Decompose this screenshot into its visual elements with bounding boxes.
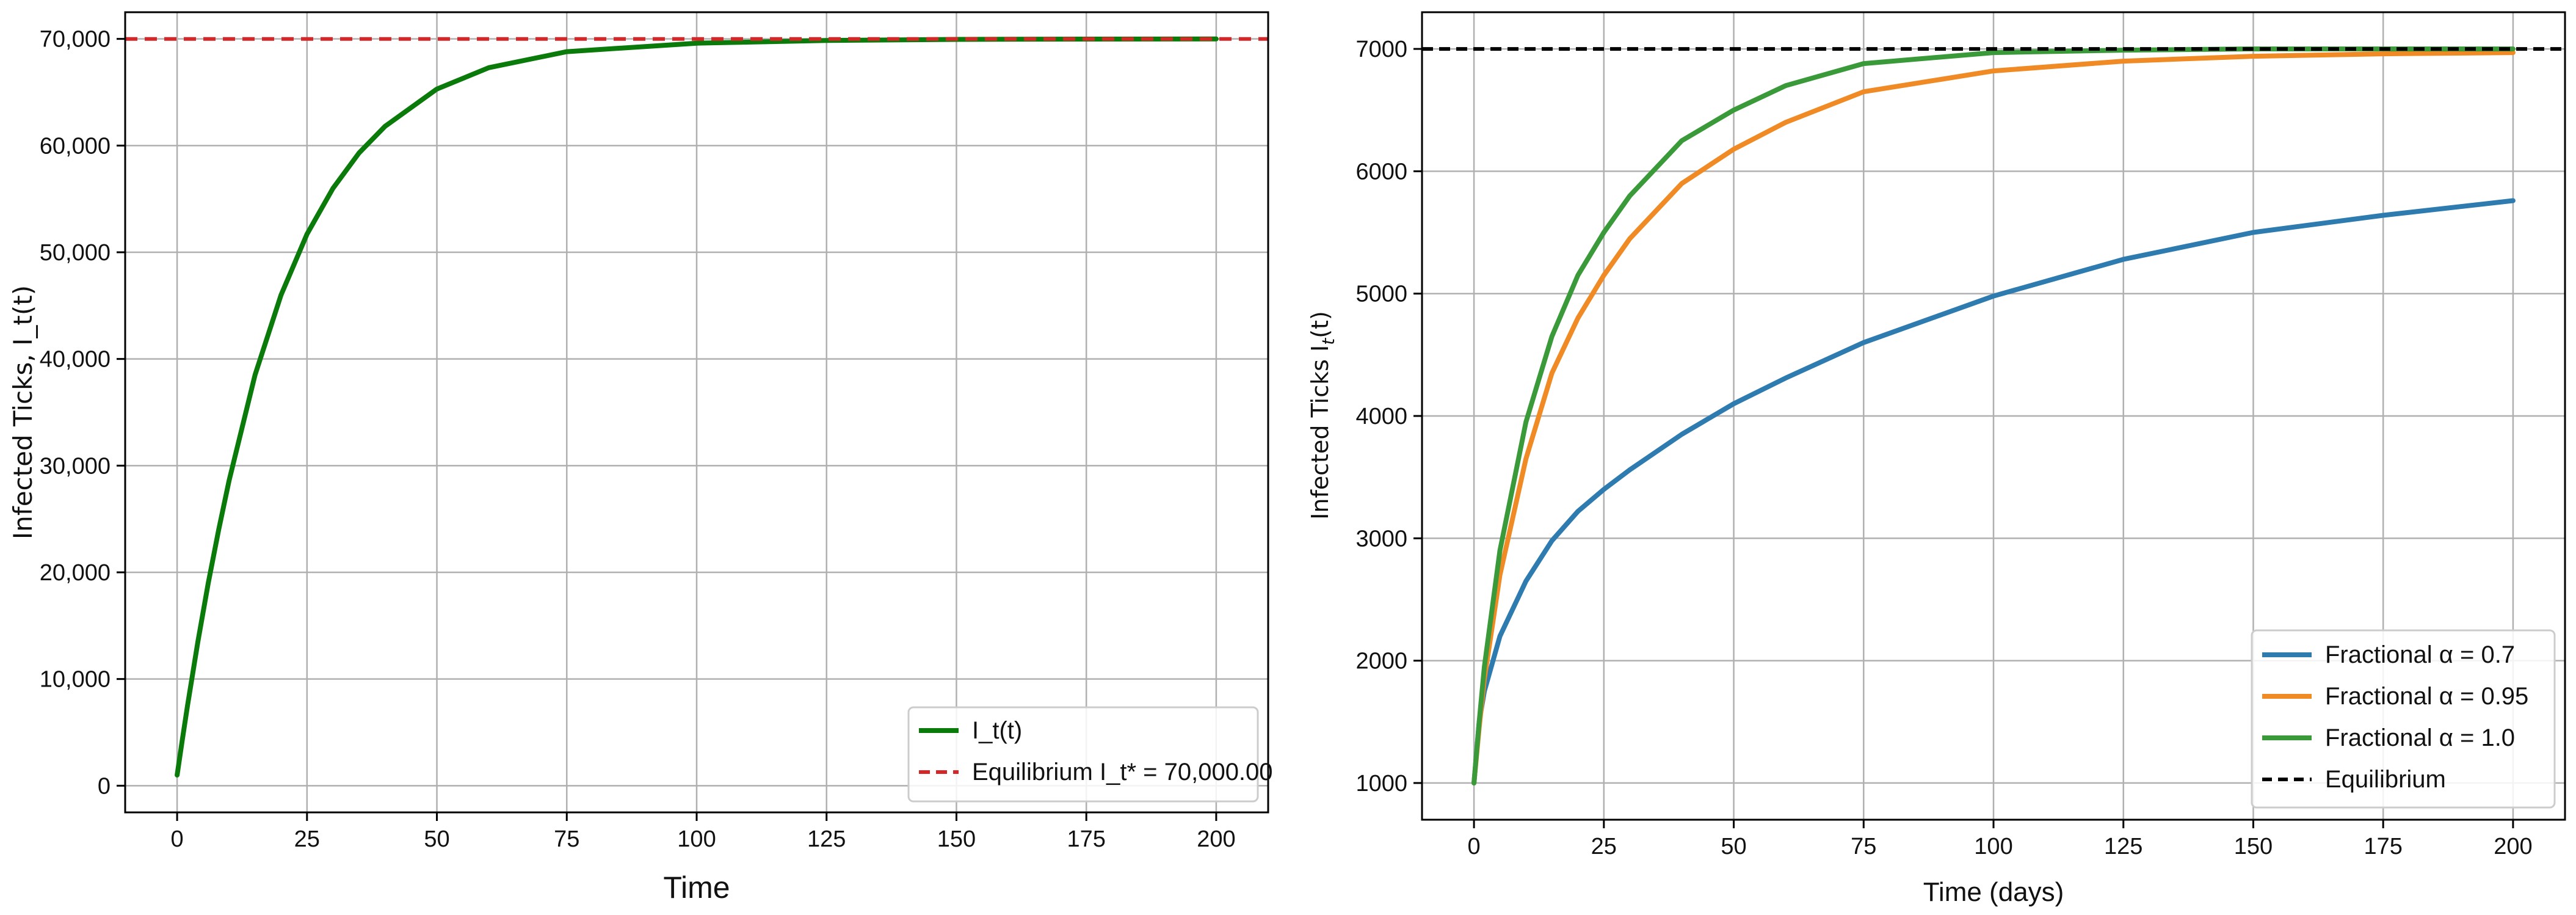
x-tick-label-right: 50: [1721, 834, 1746, 859]
x-tick-label-right: 75: [1851, 834, 1876, 859]
y-tick-label-left: 10,000: [40, 667, 111, 693]
legend-label-right-2: Fractional α = 1.0: [2325, 724, 2515, 751]
x-axis-title-right: Time (days): [1923, 877, 2064, 907]
series-line-left-0: [175, 36, 1219, 778]
x-tick-label-right: 100: [1974, 834, 2012, 859]
y-axis-title-left: Infected Ticks, I_t(t): [8, 285, 38, 539]
y-axis-title-right-sub: t: [1318, 338, 1338, 345]
x-tick-label-left: 75: [554, 826, 579, 852]
x-tick-label-right: 0: [1468, 834, 1481, 859]
legend-label-left-1: Equilibrium I_t* = 70,000.00: [972, 759, 1273, 786]
x-tick-label-left: 200: [1197, 826, 1235, 852]
x-tick-label-right: 150: [2234, 834, 2273, 859]
y-tick-label-right: 2000: [1355, 649, 1407, 674]
series-right: [1422, 46, 2565, 786]
x-tick-label-right: 200: [2494, 834, 2532, 859]
y-tick-label-left: 40,000: [40, 347, 111, 373]
x-axis-title-left: Time: [663, 870, 730, 905]
y-axis-title-right: Infected Ticks It(t): [1307, 311, 1338, 520]
x-tick-label-left: 150: [937, 826, 976, 852]
series-line-right-0: [1471, 198, 2516, 786]
x-tick-label-left: 175: [1067, 826, 1105, 852]
y-tick-label-left: 0: [98, 773, 111, 799]
series-line-right-1: [1471, 50, 2516, 786]
chart-right: 0 25 50 75 100 125 150 175 200 1000 2000 3000 4000 50…: [1307, 11, 2566, 907]
legend-right: Fractional α = 0.7 Fractional α = 0.95 F…: [2251, 629, 2556, 809]
legend-label-right-3: Equilibrium: [2325, 766, 2446, 793]
y-tick-label-left: 60,000: [40, 133, 111, 159]
y-tick-label-right: 4000: [1355, 404, 1407, 429]
ticks-right: 0 25 50 75 100 125 150 175 200 1000 2000 3000 4000 50…: [1355, 37, 2532, 859]
x-tick-label-right: 125: [2104, 834, 2142, 859]
series-left: [125, 36, 1268, 778]
y-axis-title-right-base: Infected Ticks I: [1307, 345, 1333, 520]
y-tick-label-right: 3000: [1355, 526, 1407, 552]
grid-left: [125, 12, 1268, 812]
legend-label-right-1: Fractional α = 0.95: [2325, 683, 2528, 710]
legend-box-right: [2251, 629, 2556, 809]
x-tick-label-right: 175: [2364, 834, 2402, 859]
y-tick-label-right: 1000: [1355, 771, 1407, 797]
x-tick-label-left: 50: [424, 826, 449, 852]
y-tick-label-right: 7000: [1355, 37, 1407, 62]
y-tick-label-right: 5000: [1355, 282, 1407, 307]
y-tick-label-left: 50,000: [40, 240, 111, 266]
y-tick-label-left: 20,000: [40, 560, 111, 586]
legend-left: I_t(t) Equilibrium I_t* = 70,000.00: [907, 706, 1273, 803]
y-axis-title-right-arg: (t): [1307, 311, 1333, 338]
x-tick-label-left: 100: [677, 826, 716, 852]
x-tick-label-left: 25: [294, 826, 320, 852]
x-tick-label-left: 125: [807, 826, 846, 852]
chart-left: 0 25 50 75 100 125 150 175 200 0 10,000 20,000 30,00…: [8, 11, 1273, 905]
legend-label-right-0: Fractional α = 0.7: [2325, 641, 2515, 668]
y-tick-label-left: 70,000: [40, 27, 111, 53]
x-tick-label-right: 25: [1591, 834, 1617, 859]
legend-label-left-0: I_t(t): [972, 717, 1022, 744]
y-tick-label-right: 6000: [1355, 159, 1407, 184]
y-tick-label-left: 30,000: [40, 453, 111, 479]
ticks-left: 0 25 50 75 100 125 150 175 200 0 10,000 20,000 30,00…: [40, 27, 1236, 852]
x-tick-label-left: 0: [171, 826, 184, 852]
legend-box-left: [907, 706, 1259, 803]
